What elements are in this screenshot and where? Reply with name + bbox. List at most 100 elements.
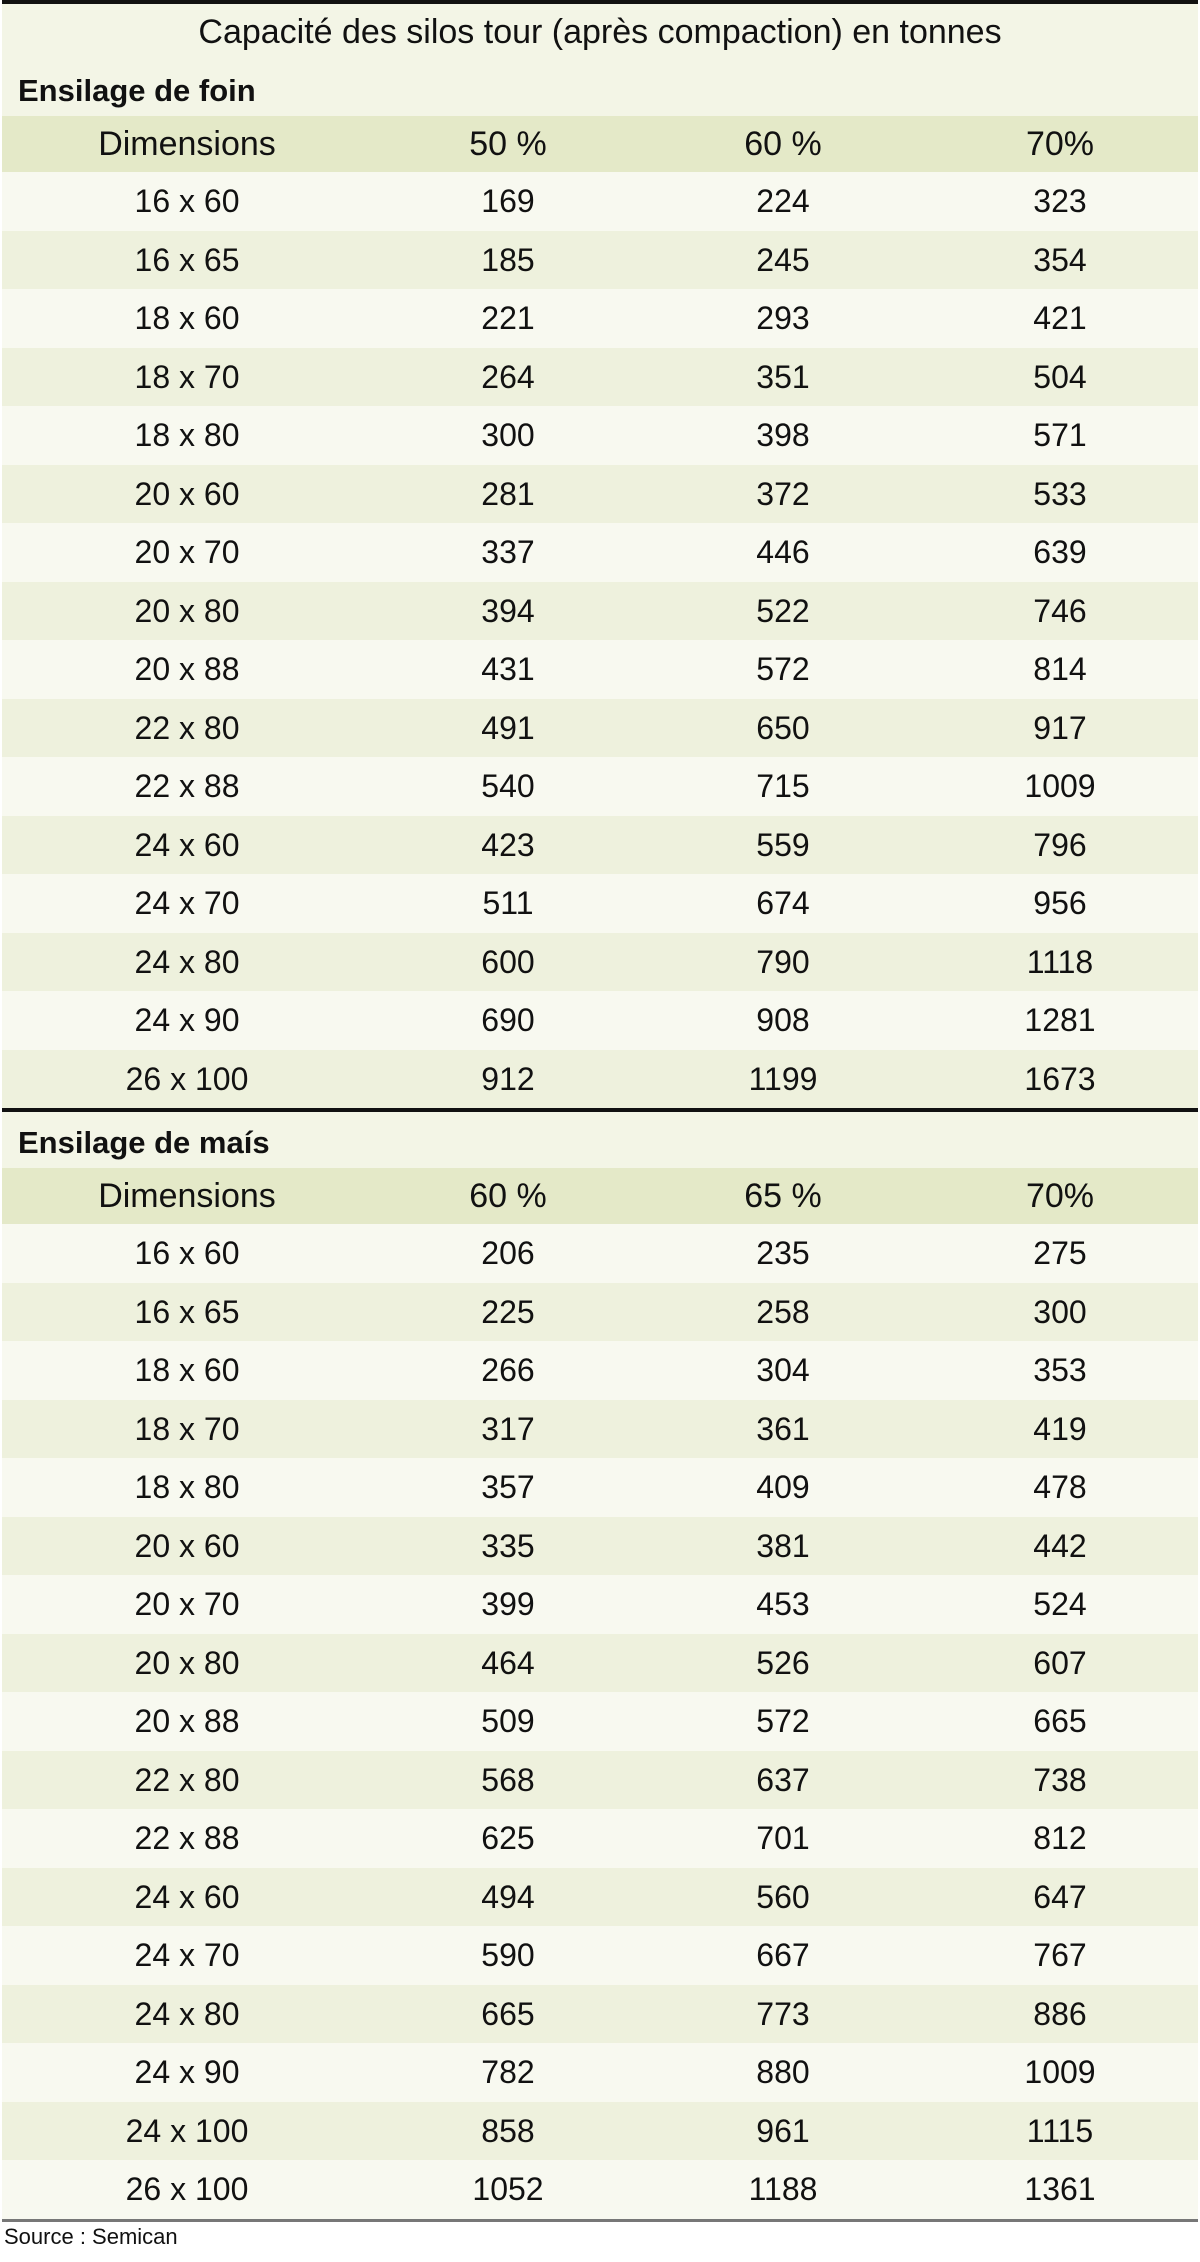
dimension-cell: 20 x 88 <box>134 651 240 687</box>
value-cell: 625 <box>481 1820 535 1856</box>
value-cell: 453 <box>756 1586 810 1622</box>
value-cell: 1199 <box>748 1060 818 1097</box>
value-cell: 790 <box>756 943 810 980</box>
value-cell: 354 <box>1033 241 1087 278</box>
value-cell: 956 <box>1033 885 1087 921</box>
dimension-cell: 18 x 80 <box>134 1469 240 1505</box>
value-cell: 266 <box>481 1352 535 1388</box>
table-row: 20 x 70 399 453 524 <box>2 1575 1198 1634</box>
table-row: 24 x 70 511 674 956 <box>2 874 1198 933</box>
table-row: 20 x 60 335 381 442 <box>2 1516 1198 1575</box>
source-note: Source : Semican <box>4 2223 178 2249</box>
value-cell: 782 <box>481 2054 535 2090</box>
table-row: 24 x 70 590 667 767 <box>2 1926 1198 1985</box>
dimension-cell: 24 x 90 <box>134 2054 240 2090</box>
dimension-cell: 20 x 88 <box>134 1703 240 1739</box>
value-cell: 300 <box>1033 1293 1087 1330</box>
value-cell: 886 <box>1033 1995 1087 2032</box>
value-cell: 568 <box>481 1761 535 1798</box>
dimension-cell: 26 x 100 <box>125 2171 249 2207</box>
value-cell: 169 <box>481 183 535 219</box>
value-cell: 442 <box>1033 1527 1087 1564</box>
value-cell: 961 <box>756 2112 810 2149</box>
value-cell: 494 <box>481 1878 535 1915</box>
table-row: 18 x 60 221 293 421 <box>2 289 1198 348</box>
header-cell: 70% <box>1025 1177 1095 1215</box>
dimension-cell: 24 x 80 <box>134 1995 240 2032</box>
dimension-cell: 16 x 65 <box>134 1293 240 1330</box>
dimension-cell: 24 x 100 <box>125 2112 249 2149</box>
value-cell: 665 <box>1033 1703 1087 1739</box>
dimension-cell: 24 x 70 <box>134 885 240 921</box>
table-row: 24 x 90 690 908 1281 <box>2 991 1198 1050</box>
value-cell: 381 <box>756 1527 810 1564</box>
table-row: 18 x 80 300 398 571 <box>2 406 1198 465</box>
table-row: 20 x 88 431 572 814 <box>2 640 1198 699</box>
value-cell: 600 <box>481 943 535 980</box>
value-cell: 912 <box>481 1060 535 1097</box>
value-cell: 464 <box>481 1644 535 1681</box>
value-cell: 206 <box>481 1235 535 1271</box>
header-cell: 60 % <box>469 1177 547 1215</box>
value-cell: 337 <box>481 534 535 570</box>
dimension-cell: 18 x 60 <box>134 300 240 336</box>
value-cell: 335 <box>481 1527 535 1564</box>
table-row: 20 x 60 281 372 533 <box>2 464 1198 523</box>
section-separator <box>2 1108 1198 1112</box>
value-cell: 478 <box>1033 1469 1087 1505</box>
dimension-cell: 16 x 65 <box>134 241 240 278</box>
table-row: 18 x 80 357 409 478 <box>2 1458 1198 1517</box>
value-cell: 572 <box>756 1703 810 1739</box>
header-cell: 70% <box>1025 125 1095 163</box>
dimension-cell: 20 x 60 <box>134 475 240 512</box>
value-cell: 300 <box>481 417 535 453</box>
table-row: 20 x 80 394 522 746 <box>2 581 1198 640</box>
value-cell: 607 <box>1033 1644 1087 1681</box>
value-cell: 419 <box>1033 1410 1087 1447</box>
value-cell: 317 <box>481 1410 535 1447</box>
dimension-cell: 24 x 60 <box>134 1878 240 1915</box>
value-cell: 491 <box>481 709 535 746</box>
value-cell: 264 <box>481 358 535 395</box>
bottom-rule <box>2 2218 1198 2222</box>
value-cell: 814 <box>1033 651 1087 687</box>
dimension-cell: 18 x 60 <box>134 1352 240 1388</box>
table-body: Ensilage de foin Dimensions 50 % 60 % 70% 16 … <box>2 60 1198 2219</box>
dimension-cell: 18 x 80 <box>134 417 240 453</box>
table-row: 22 x 80 491 650 917 <box>2 698 1198 757</box>
table-row: 16 x 65 185 245 354 <box>2 230 1198 289</box>
value-cell: 1673 <box>1024 1060 1096 1097</box>
value-cell: 275 <box>1033 1235 1087 1271</box>
dimension-cell: 24 x 60 <box>134 826 240 863</box>
value-cell: 423 <box>481 826 535 863</box>
value-cell: 504 <box>1033 358 1087 395</box>
value-cell: 533 <box>1033 475 1087 512</box>
value-cell: 394 <box>481 592 535 629</box>
table-row: 18 x 70 264 351 504 <box>2 347 1198 406</box>
table-row: 24 x 60 423 559 796 <box>2 815 1198 874</box>
value-cell: 559 <box>756 826 810 863</box>
value-cell: 399 <box>481 1586 535 1622</box>
table-row: 22 x 88 540 715 1009 <box>2 757 1198 816</box>
dimension-cell: 24 x 90 <box>134 1002 240 1038</box>
value-cell: 293 <box>756 300 810 336</box>
value-cell: 674 <box>756 885 810 921</box>
dimension-cell: 22 x 88 <box>134 768 240 804</box>
dimension-cell: 16 x 60 <box>134 183 240 219</box>
value-cell: 245 <box>756 241 810 278</box>
header-cell: 50 % <box>469 125 547 163</box>
value-cell: 908 <box>756 1002 810 1038</box>
table-row: 22 x 88 625 701 812 <box>2 1809 1198 1868</box>
section-label: Ensilage de foin <box>2 60 1198 116</box>
value-cell: 361 <box>756 1410 810 1447</box>
value-cell: 773 <box>756 1995 810 2032</box>
value-cell: 353 <box>1033 1352 1087 1388</box>
value-cell: 281 <box>481 475 535 512</box>
value-cell: 357 <box>481 1469 535 1505</box>
dimension-cell: 24 x 80 <box>134 943 240 980</box>
header-row: Dimensions 60 % 65 % 70% <box>2 1168 1198 1224</box>
table-row: 26 x 100 912 1199 1673 <box>2 1049 1198 1108</box>
value-cell: 590 <box>481 1937 535 1973</box>
header-cell: Dimensions <box>98 1177 276 1215</box>
dimension-cell: 20 x 70 <box>134 534 240 570</box>
